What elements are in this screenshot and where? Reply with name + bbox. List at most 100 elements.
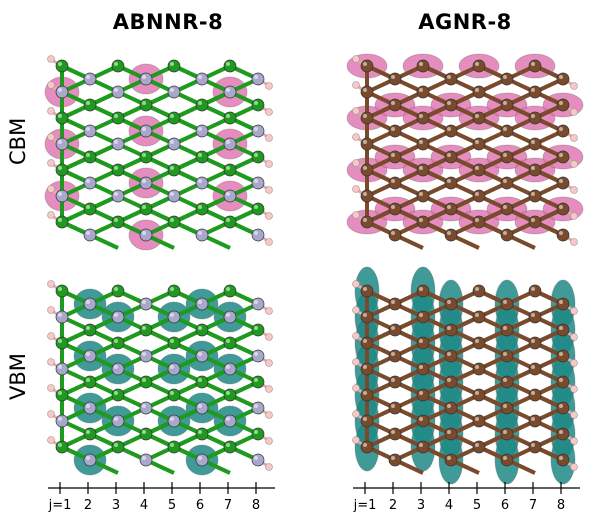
atom-hydrogen bbox=[265, 307, 273, 315]
atom-highlight bbox=[363, 339, 367, 343]
axis-abnnr: j=1 2 3 4 5 6 7 8 bbox=[48, 482, 275, 513]
atom-nitrogen bbox=[139, 297, 153, 311]
atom-highlight bbox=[114, 339, 118, 343]
atom-carbon bbox=[472, 137, 486, 151]
atom-carbon bbox=[360, 336, 374, 350]
atom-carbon bbox=[416, 163, 430, 177]
atom-highlight bbox=[58, 192, 62, 196]
atom-highlight bbox=[419, 166, 423, 170]
atom-carbon bbox=[500, 228, 514, 242]
atom-highlight bbox=[86, 101, 90, 105]
atom-highlight bbox=[391, 326, 395, 330]
atom-highlight bbox=[114, 287, 118, 291]
atom-highlight bbox=[475, 391, 479, 395]
atom-hydrogen bbox=[352, 280, 360, 288]
atom-highlight bbox=[86, 404, 90, 408]
atom-carbon bbox=[528, 137, 542, 151]
atom-nitrogen bbox=[195, 72, 209, 86]
atom-highlight bbox=[170, 391, 174, 395]
atom-boron bbox=[223, 59, 237, 73]
atom-nitrogen bbox=[83, 176, 97, 190]
row-label-cbm: CBM bbox=[6, 117, 30, 165]
atom-carbon bbox=[528, 85, 542, 99]
atom-highlight bbox=[559, 326, 563, 330]
atom-hydrogen bbox=[265, 212, 273, 220]
atom-nitrogen bbox=[55, 362, 69, 376]
atom-hydrogen bbox=[47, 436, 55, 444]
atom-highlight bbox=[475, 443, 479, 447]
atom-highlight bbox=[142, 127, 146, 131]
atom-highlight bbox=[447, 326, 451, 330]
atom-highlight bbox=[114, 443, 118, 447]
atom-boron bbox=[55, 440, 69, 454]
atom-carbon bbox=[472, 336, 486, 350]
atom-nitrogen bbox=[167, 362, 181, 376]
atom-highlight bbox=[531, 218, 535, 222]
atom-boron bbox=[223, 284, 237, 298]
atom-highlight bbox=[58, 218, 62, 222]
atom-carbon bbox=[500, 98, 514, 112]
atom-carbon bbox=[444, 176, 458, 190]
atom-highlight bbox=[170, 62, 174, 66]
atom-hydrogen bbox=[570, 385, 578, 393]
atom-carbon bbox=[444, 150, 458, 164]
atom-highlight bbox=[86, 430, 90, 434]
atom-highlight bbox=[226, 287, 230, 291]
atom-hydrogen bbox=[570, 186, 578, 194]
atom-nitrogen bbox=[139, 124, 153, 138]
atom-boron bbox=[251, 323, 265, 337]
atom-carbon bbox=[444, 427, 458, 441]
atom-nitrogen bbox=[251, 124, 265, 138]
atom-boron bbox=[167, 284, 181, 298]
atom-carbon bbox=[500, 323, 514, 337]
title-agnr-8: AGNR-8 bbox=[418, 10, 512, 34]
atom-carbon bbox=[500, 202, 514, 216]
atom-carbon bbox=[472, 85, 486, 99]
atom-carbon bbox=[556, 401, 570, 415]
atom-boron bbox=[195, 427, 209, 441]
atom-carbon bbox=[388, 323, 402, 337]
atom-highlight bbox=[559, 153, 563, 157]
atom-nitrogen bbox=[223, 137, 237, 151]
orbital-lobes bbox=[346, 53, 584, 235]
atom-highlight bbox=[363, 218, 367, 222]
atom-highlight bbox=[170, 140, 174, 144]
atom-boron bbox=[139, 323, 153, 337]
atom-highlight bbox=[419, 391, 423, 395]
atom-highlight bbox=[419, 140, 423, 144]
atom-highlight bbox=[531, 62, 535, 66]
atom-highlight bbox=[475, 62, 479, 66]
atom-highlight bbox=[86, 352, 90, 356]
atom-carbon bbox=[528, 440, 542, 454]
atom-nitrogen bbox=[251, 297, 265, 311]
atom-hydrogen bbox=[570, 437, 578, 445]
atom-boron bbox=[195, 150, 209, 164]
atom-highlight bbox=[198, 404, 202, 408]
atom-nitrogen bbox=[167, 189, 181, 203]
atom-nitrogen bbox=[195, 176, 209, 190]
atom-highlight bbox=[254, 153, 258, 157]
atom-highlight bbox=[142, 352, 146, 356]
atom-boron bbox=[83, 323, 97, 337]
atom-carbon bbox=[472, 163, 486, 177]
atom-highlight bbox=[363, 114, 367, 118]
atom-boron bbox=[55, 111, 69, 125]
atom-boron bbox=[223, 163, 237, 177]
atom-carbon bbox=[388, 349, 402, 363]
atom-carbon bbox=[500, 150, 514, 164]
atom-highlight bbox=[198, 75, 202, 79]
atom-hydrogen bbox=[265, 463, 273, 471]
atom-highlight bbox=[419, 114, 423, 118]
atom-highlight bbox=[391, 153, 395, 157]
atom-highlight bbox=[363, 192, 367, 196]
atom-nitrogen bbox=[55, 414, 69, 428]
atom-nitrogen bbox=[111, 85, 125, 99]
atom-highlight bbox=[475, 140, 479, 144]
atom-boron bbox=[55, 59, 69, 73]
atom-nitrogen bbox=[167, 137, 181, 151]
atom-boron bbox=[251, 427, 265, 441]
atom-boron bbox=[55, 284, 69, 298]
atom-highlight bbox=[198, 456, 202, 460]
atom-hydrogen bbox=[265, 437, 273, 445]
atom-boron bbox=[111, 284, 125, 298]
